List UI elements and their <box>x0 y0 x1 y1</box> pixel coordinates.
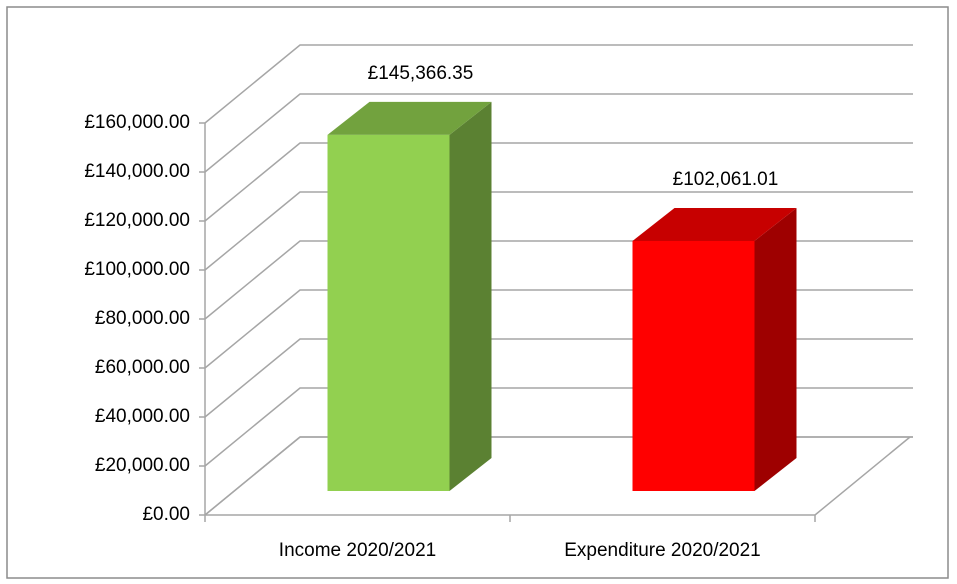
bar-top <box>632 207 797 241</box>
y-tick-label: £20,000.00 <box>95 455 190 476</box>
y-tick-label: £80,000.00 <box>95 308 190 329</box>
y-tick-label: £40,000.00 <box>95 406 190 427</box>
y-tick-label: £160,000.00 <box>84 112 190 133</box>
bar <box>327 134 450 491</box>
y-tick-label: £120,000.00 <box>84 210 190 231</box>
bar-top <box>327 101 492 135</box>
y-tick-label: £0.00 <box>142 504 190 525</box>
y-tick-label: £140,000.00 <box>84 161 190 182</box>
grid-line <box>204 191 913 271</box>
x-tick-label: Income 2020/2021 <box>279 540 436 561</box>
bar <box>632 240 755 491</box>
bar-side <box>449 101 492 491</box>
grid-line <box>204 142 913 222</box>
y-tick-label: £100,000.00 <box>84 259 190 280</box>
grid-line <box>204 44 913 124</box>
grid-line <box>204 93 913 173</box>
bar-side <box>754 207 797 491</box>
x-tick-label: Expenditure 2020/2021 <box>564 540 761 561</box>
value-label: £145,366.35 <box>368 63 474 84</box>
value-label: £102,061.01 <box>673 169 779 190</box>
y-tick-label: £60,000.00 <box>95 357 190 378</box>
